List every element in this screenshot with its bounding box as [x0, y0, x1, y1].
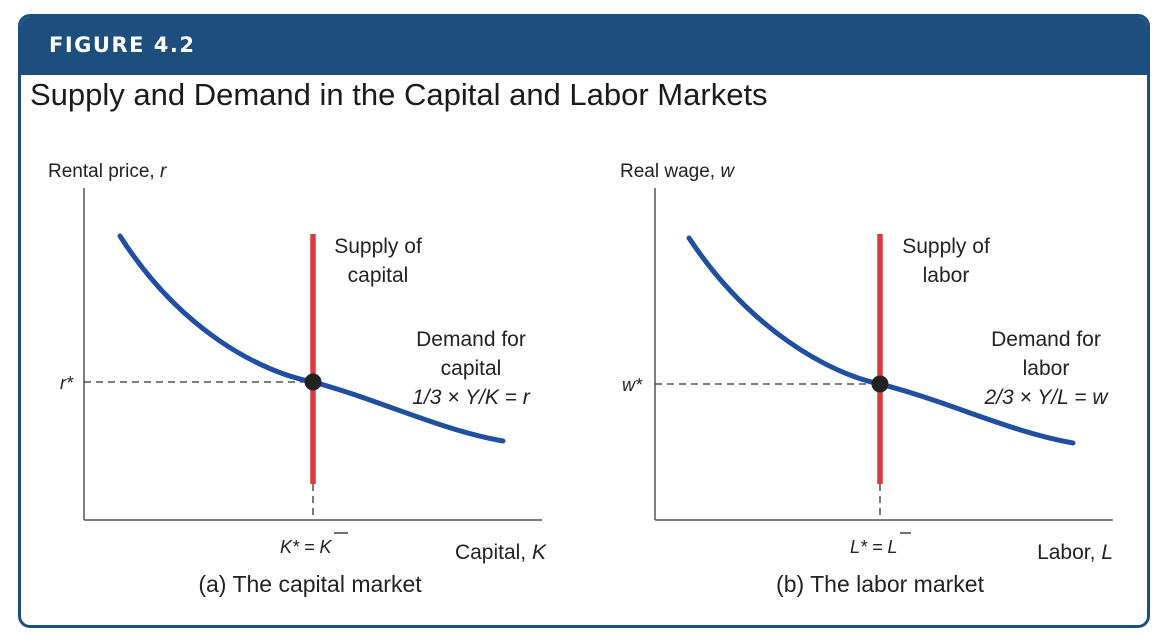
- figure-title: Supply and Demand in the Capital and Lab…: [30, 77, 768, 112]
- demand-label-capital-line1: Demand for: [416, 328, 526, 351]
- supply-label-labor-line1: Supply of: [902, 235, 990, 258]
- demand-label-labor-line1: Demand for: [991, 328, 1101, 351]
- demand-label-labor-line2: labor: [1023, 357, 1070, 380]
- supply-label-capital-line1: Supply of: [334, 235, 422, 258]
- equilibrium-capital-label: K* = K: [280, 537, 333, 557]
- demand-equation-capital: 1/3 × Y/K = r: [412, 386, 531, 409]
- equilibrium-wage-label: w*: [622, 375, 643, 395]
- figure-frame: FIGURE 4.2: [18, 14, 1150, 628]
- equilibrium-labor-label: L* = L: [850, 537, 898, 557]
- equilibrium-point-labor: [871, 375, 889, 393]
- panel-capital-market: Rental price, r r* K* = K Supply of capi…: [48, 161, 547, 597]
- equilibrium-rent-label: r*: [60, 373, 74, 393]
- y-axis-label-capital: Rental price, r: [48, 161, 167, 182]
- figure-number: FIGURE 4.2: [49, 33, 196, 57]
- equilibrium-point-capital: [304, 373, 322, 391]
- supply-label-labor-line2: labor: [923, 264, 970, 287]
- caption-labor-market: (b) The labor market: [776, 571, 985, 597]
- demand-label-capital-line2: capital: [441, 357, 502, 380]
- x-axis-label-labor: Labor, L: [1037, 541, 1113, 564]
- figure-header: FIGURE 4.2: [21, 17, 1147, 75]
- supply-label-capital-line2: capital: [348, 264, 409, 287]
- panel-labor-market: Real wage, w w* L* = L Supply of labor D…: [620, 161, 1113, 597]
- y-axis-label-labor: Real wage, w: [620, 161, 735, 182]
- x-axis-label-capital: Capital, K: [455, 541, 547, 564]
- caption-capital-market: (a) The capital market: [198, 571, 422, 597]
- demand-equation-labor: 2/3 × Y/L = w: [984, 386, 1110, 409]
